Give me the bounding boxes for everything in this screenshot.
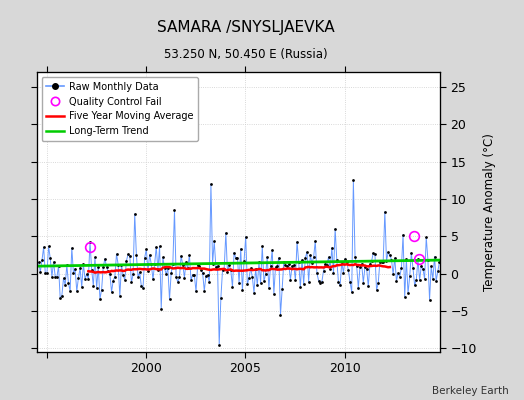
Legend: Raw Monthly Data, Quality Control Fail, Five Year Moving Average, Long-Term Tren: Raw Monthly Data, Quality Control Fail, …: [41, 77, 198, 141]
Text: Berkeley Earth: Berkeley Earth: [432, 386, 508, 396]
Text: SAMARA /SNYSLJAEVKA: SAMARA /SNYSLJAEVKA: [158, 20, 335, 35]
Text: 53.250 N, 50.450 E (Russia): 53.250 N, 50.450 E (Russia): [165, 48, 328, 61]
Y-axis label: Temperature Anomaly (°C): Temperature Anomaly (°C): [483, 133, 496, 291]
